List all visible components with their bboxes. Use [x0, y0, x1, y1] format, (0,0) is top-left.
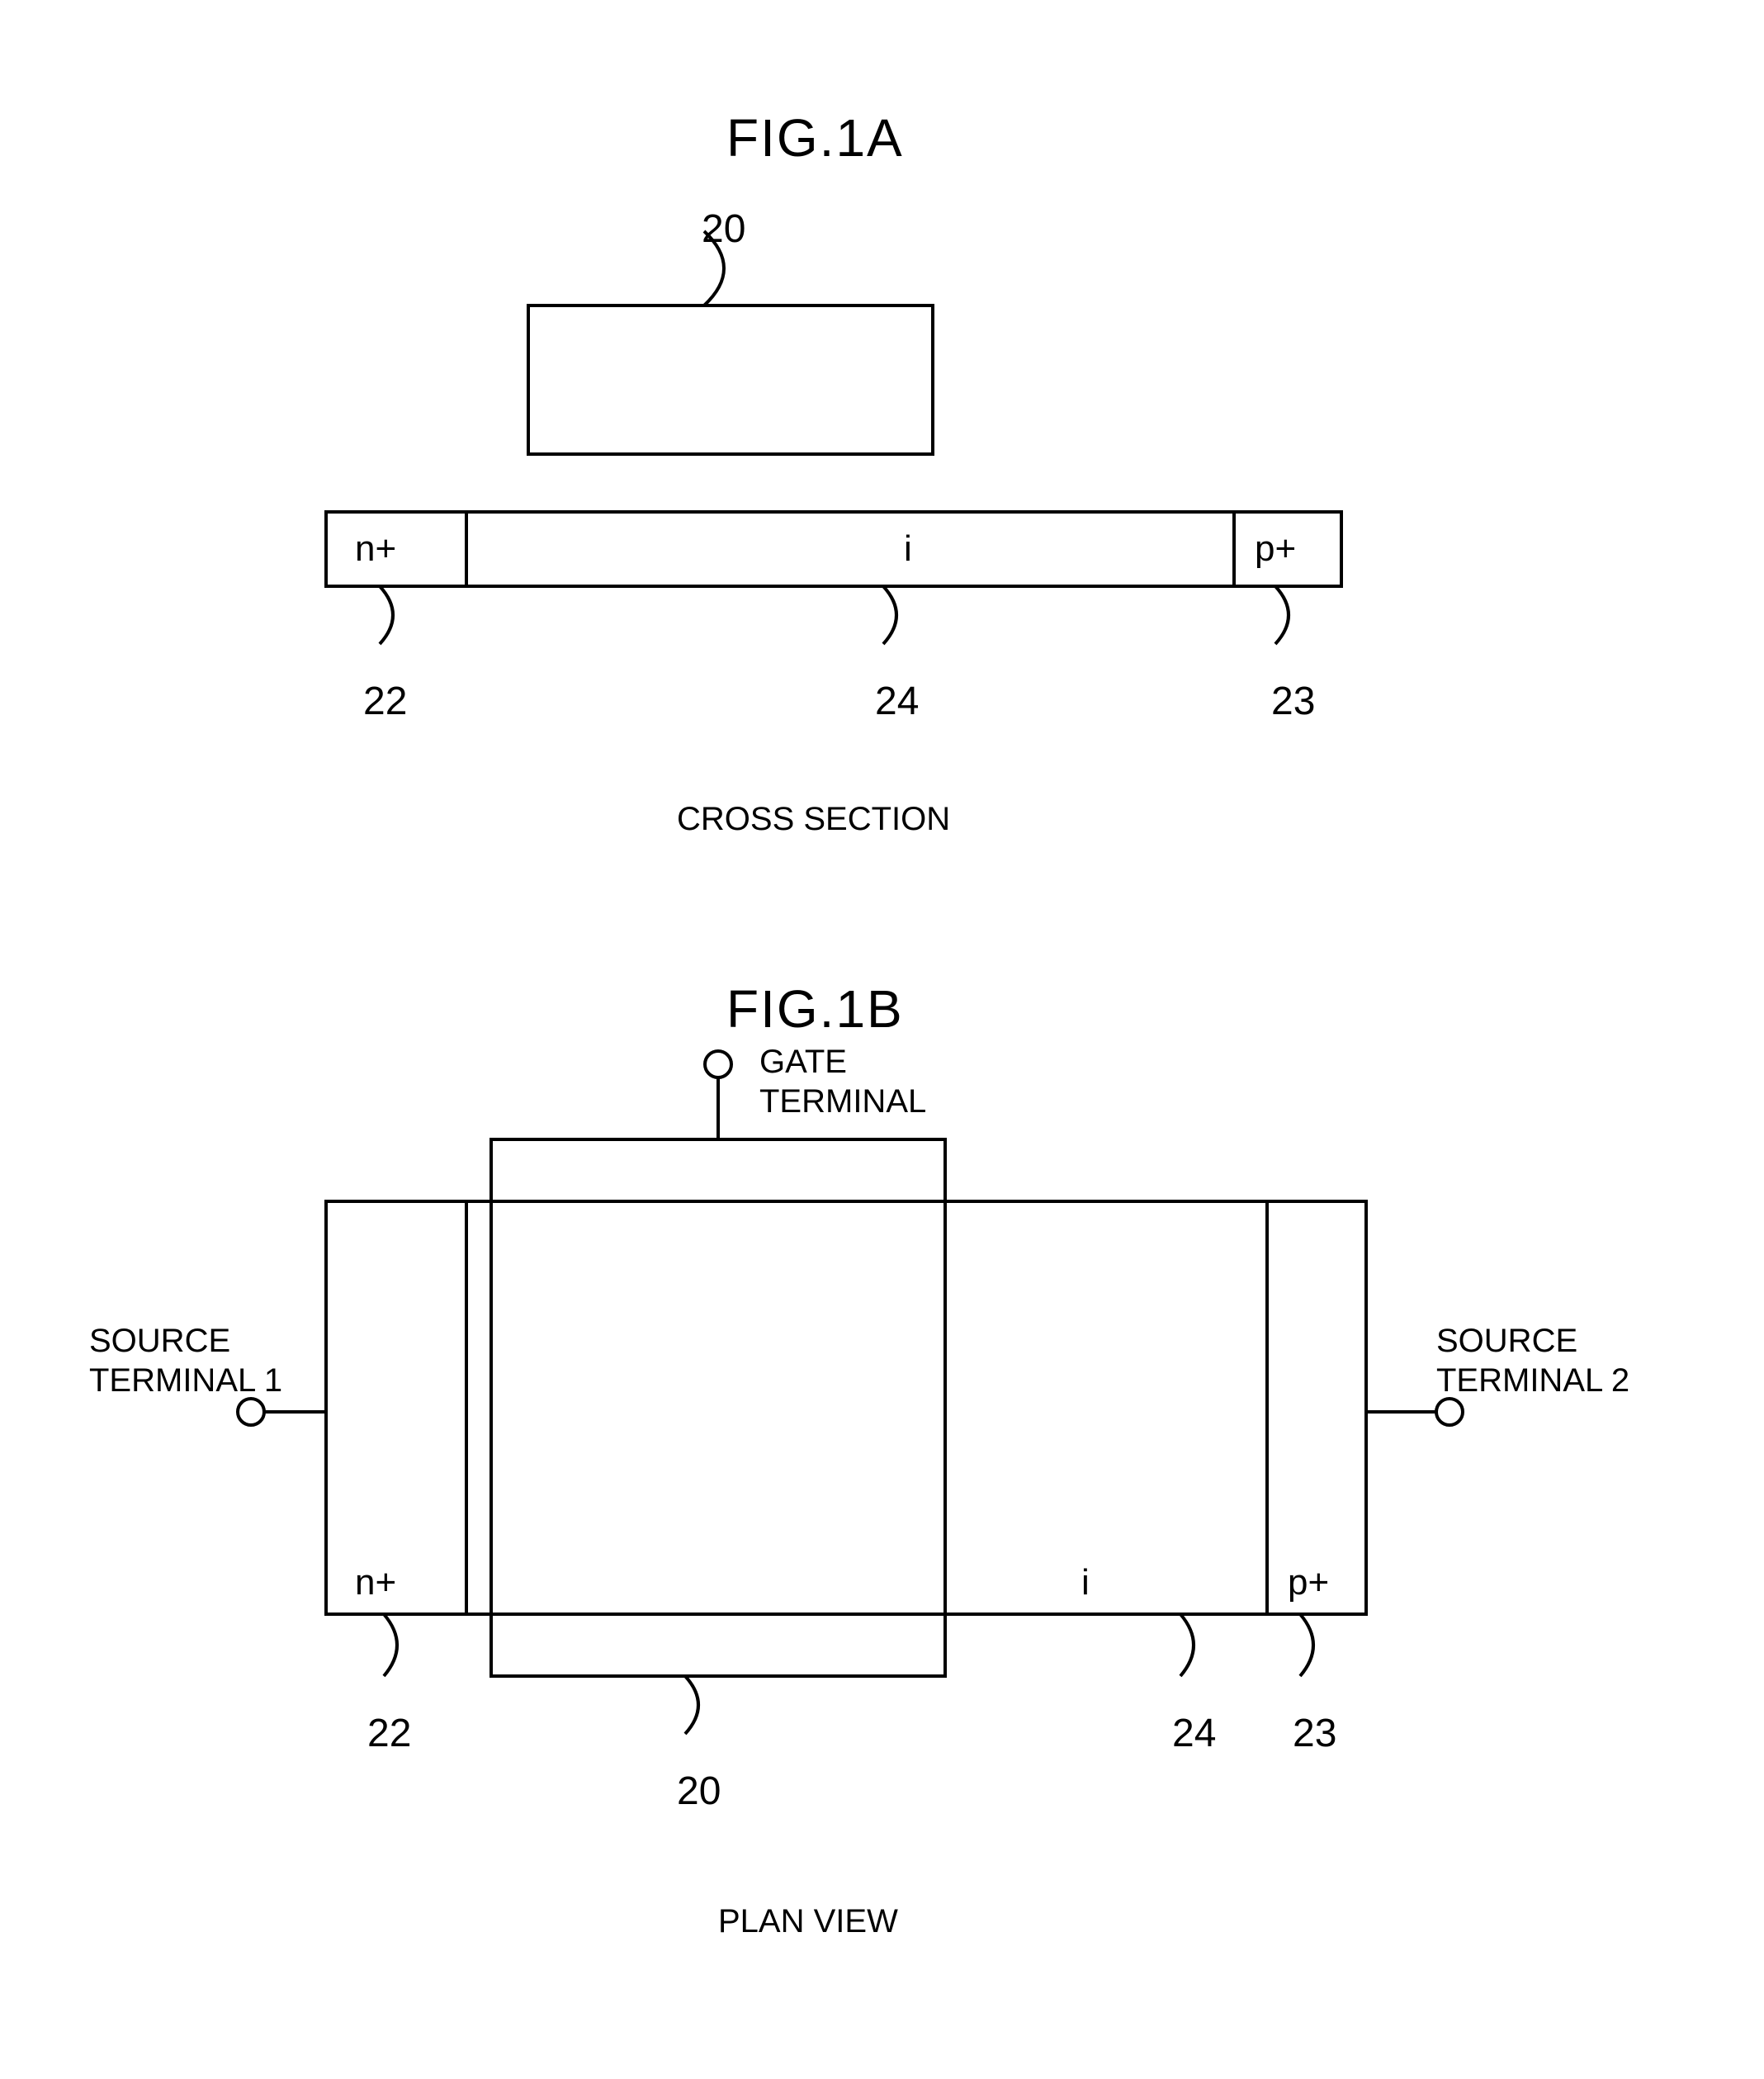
fig1b-svg	[0, 0, 1764, 2079]
fig1b-i-label: i	[1081, 1562, 1090, 1603]
fig1b-gate-terminal-label: GATE TERMINAL	[759, 1042, 926, 1121]
fig1b-gate-num: 20	[677, 1769, 721, 1814]
fig1b-src2-label: SOURCE TERMINAL 2	[1436, 1321, 1629, 1400]
fig1b-n-label: n+	[355, 1562, 396, 1603]
fig1b-num22: 22	[367, 1711, 411, 1756]
fig1b-caption: PLAN VIEW	[718, 1903, 898, 1940]
fig1b-src1-label: SOURCE TERMINAL 1	[89, 1321, 282, 1400]
fig1b-num24: 24	[1172, 1711, 1216, 1756]
fig1b-p-label: p+	[1288, 1562, 1329, 1603]
fig1b-num23: 23	[1293, 1711, 1336, 1756]
